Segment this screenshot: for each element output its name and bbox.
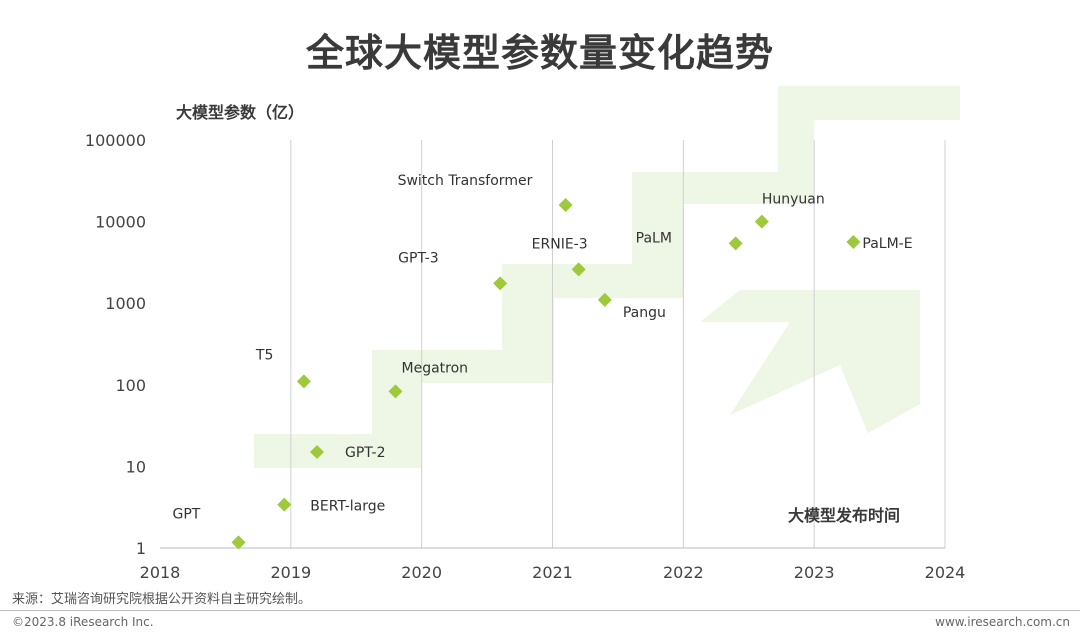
x-tick-label-2019: 2019 [270, 563, 311, 582]
point-label-megatron: Megatron [402, 360, 469, 376]
staircase-band [254, 86, 960, 468]
point-hunyuan [754, 214, 769, 229]
point-ernie-3 [571, 262, 586, 277]
point-label-palm-e: PaLM-E [862, 236, 912, 252]
point-t5 [296, 374, 311, 389]
x-tick-label-2024: 2024 [925, 563, 966, 582]
point-pangu [597, 292, 612, 307]
x-tick-label-2023: 2023 [794, 563, 835, 582]
x-tick-label-2018: 2018 [140, 563, 181, 582]
trend-arrow [700, 290, 920, 433]
point-label-bert-large: BERT-large [310, 499, 385, 515]
point-palm [728, 236, 743, 251]
x-tick-label-2020: 2020 [401, 563, 442, 582]
website-link[interactable]: www.iresearch.com.cn [935, 615, 1070, 629]
point-gpt-3 [493, 276, 508, 291]
x-axis-title: 大模型发布时间 [788, 506, 900, 525]
y-tick-label-1000: 1000 [105, 294, 146, 313]
y-tick-label-10000: 10000 [95, 213, 146, 232]
y-tick-label-100: 100 [115, 376, 146, 395]
point-label-switch-transformer: Switch Transformer [398, 173, 533, 189]
axes: 2018 2019 2020 2021 2022 2023 2024 1 10 100 1000 10… [85, 131, 965, 582]
copyright-text: ©2023.8 iResearch Inc. [12, 615, 154, 629]
point-gpt-2 [310, 445, 324, 460]
point-label-gpt: GPT [173, 506, 201, 522]
source-note: 来源：艾瑞咨询研究院根据公开资料自主研究绘制。 [12, 592, 312, 607]
y-tick-label-10: 10 [126, 457, 146, 476]
y-tick-label-100000: 100000 [85, 131, 146, 150]
data-labels: GPT BERT-large GPT-2 T5 Megatron GPT-3 Switch … [173, 173, 913, 522]
point-label-pangu: Pangu [623, 305, 666, 321]
background-decoration [254, 86, 960, 468]
point-label-hunyuan: Hunyuan [762, 192, 825, 208]
point-label-palm: PaLM [636, 230, 672, 246]
point-megatron [388, 384, 403, 399]
page-title: 全球大模型参数量变化趋势 [305, 31, 774, 75]
point-label-gpt-2: GPT-2 [345, 445, 386, 461]
data-points [231, 197, 861, 550]
point-label-gpt-3: GPT-3 [398, 250, 439, 266]
point-bert-large [277, 497, 292, 512]
footer-divider [0, 610, 1080, 611]
point-label-t5: T5 [255, 347, 273, 363]
gridlines [290, 140, 946, 548]
y-axis-title: 大模型参数（亿） [176, 103, 304, 122]
x-tick-label-2021: 2021 [532, 563, 573, 582]
point-label-ernie-3: ERNIE-3 [532, 236, 588, 252]
point-switch-transformer [558, 197, 573, 212]
point-gpt [231, 535, 246, 550]
point-palm-e [846, 235, 861, 250]
x-tick-label-2022: 2022 [663, 563, 704, 582]
y-tick-label-1: 1 [136, 539, 146, 558]
